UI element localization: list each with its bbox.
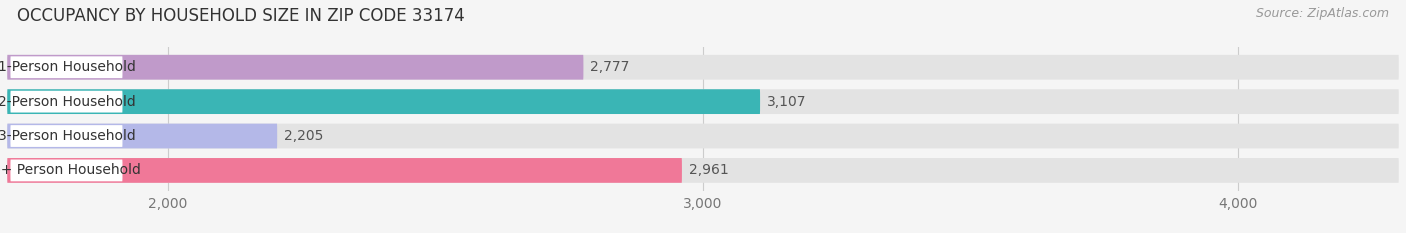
FancyBboxPatch shape bbox=[7, 55, 1399, 80]
Text: OCCUPANCY BY HOUSEHOLD SIZE IN ZIP CODE 33174: OCCUPANCY BY HOUSEHOLD SIZE IN ZIP CODE … bbox=[17, 7, 464, 25]
Text: Source: ZipAtlas.com: Source: ZipAtlas.com bbox=[1256, 7, 1389, 20]
FancyBboxPatch shape bbox=[10, 91, 122, 113]
Text: 2,961: 2,961 bbox=[689, 163, 728, 177]
FancyBboxPatch shape bbox=[10, 56, 122, 78]
FancyBboxPatch shape bbox=[7, 158, 1399, 183]
Text: 1-Person Household: 1-Person Household bbox=[0, 60, 135, 74]
FancyBboxPatch shape bbox=[7, 89, 1399, 114]
FancyBboxPatch shape bbox=[7, 55, 583, 80]
FancyBboxPatch shape bbox=[10, 160, 122, 181]
FancyBboxPatch shape bbox=[7, 124, 277, 148]
Text: 3,107: 3,107 bbox=[766, 95, 806, 109]
Text: 3-Person Household: 3-Person Household bbox=[0, 129, 135, 143]
FancyBboxPatch shape bbox=[7, 89, 761, 114]
Text: 2,205: 2,205 bbox=[284, 129, 323, 143]
Text: 2,777: 2,777 bbox=[591, 60, 630, 74]
Text: 4+ Person Household: 4+ Person Household bbox=[0, 163, 141, 177]
FancyBboxPatch shape bbox=[10, 125, 122, 147]
FancyBboxPatch shape bbox=[7, 124, 1399, 148]
FancyBboxPatch shape bbox=[7, 158, 682, 183]
Text: 2-Person Household: 2-Person Household bbox=[0, 95, 135, 109]
